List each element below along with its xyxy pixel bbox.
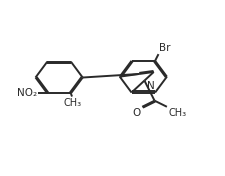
Text: N: N (146, 81, 154, 92)
Text: CH₃: CH₃ (167, 108, 185, 118)
Text: O: O (132, 108, 140, 118)
Text: NO₂: NO₂ (17, 87, 37, 98)
Text: Br: Br (158, 43, 170, 53)
Text: CH₃: CH₃ (63, 98, 81, 108)
